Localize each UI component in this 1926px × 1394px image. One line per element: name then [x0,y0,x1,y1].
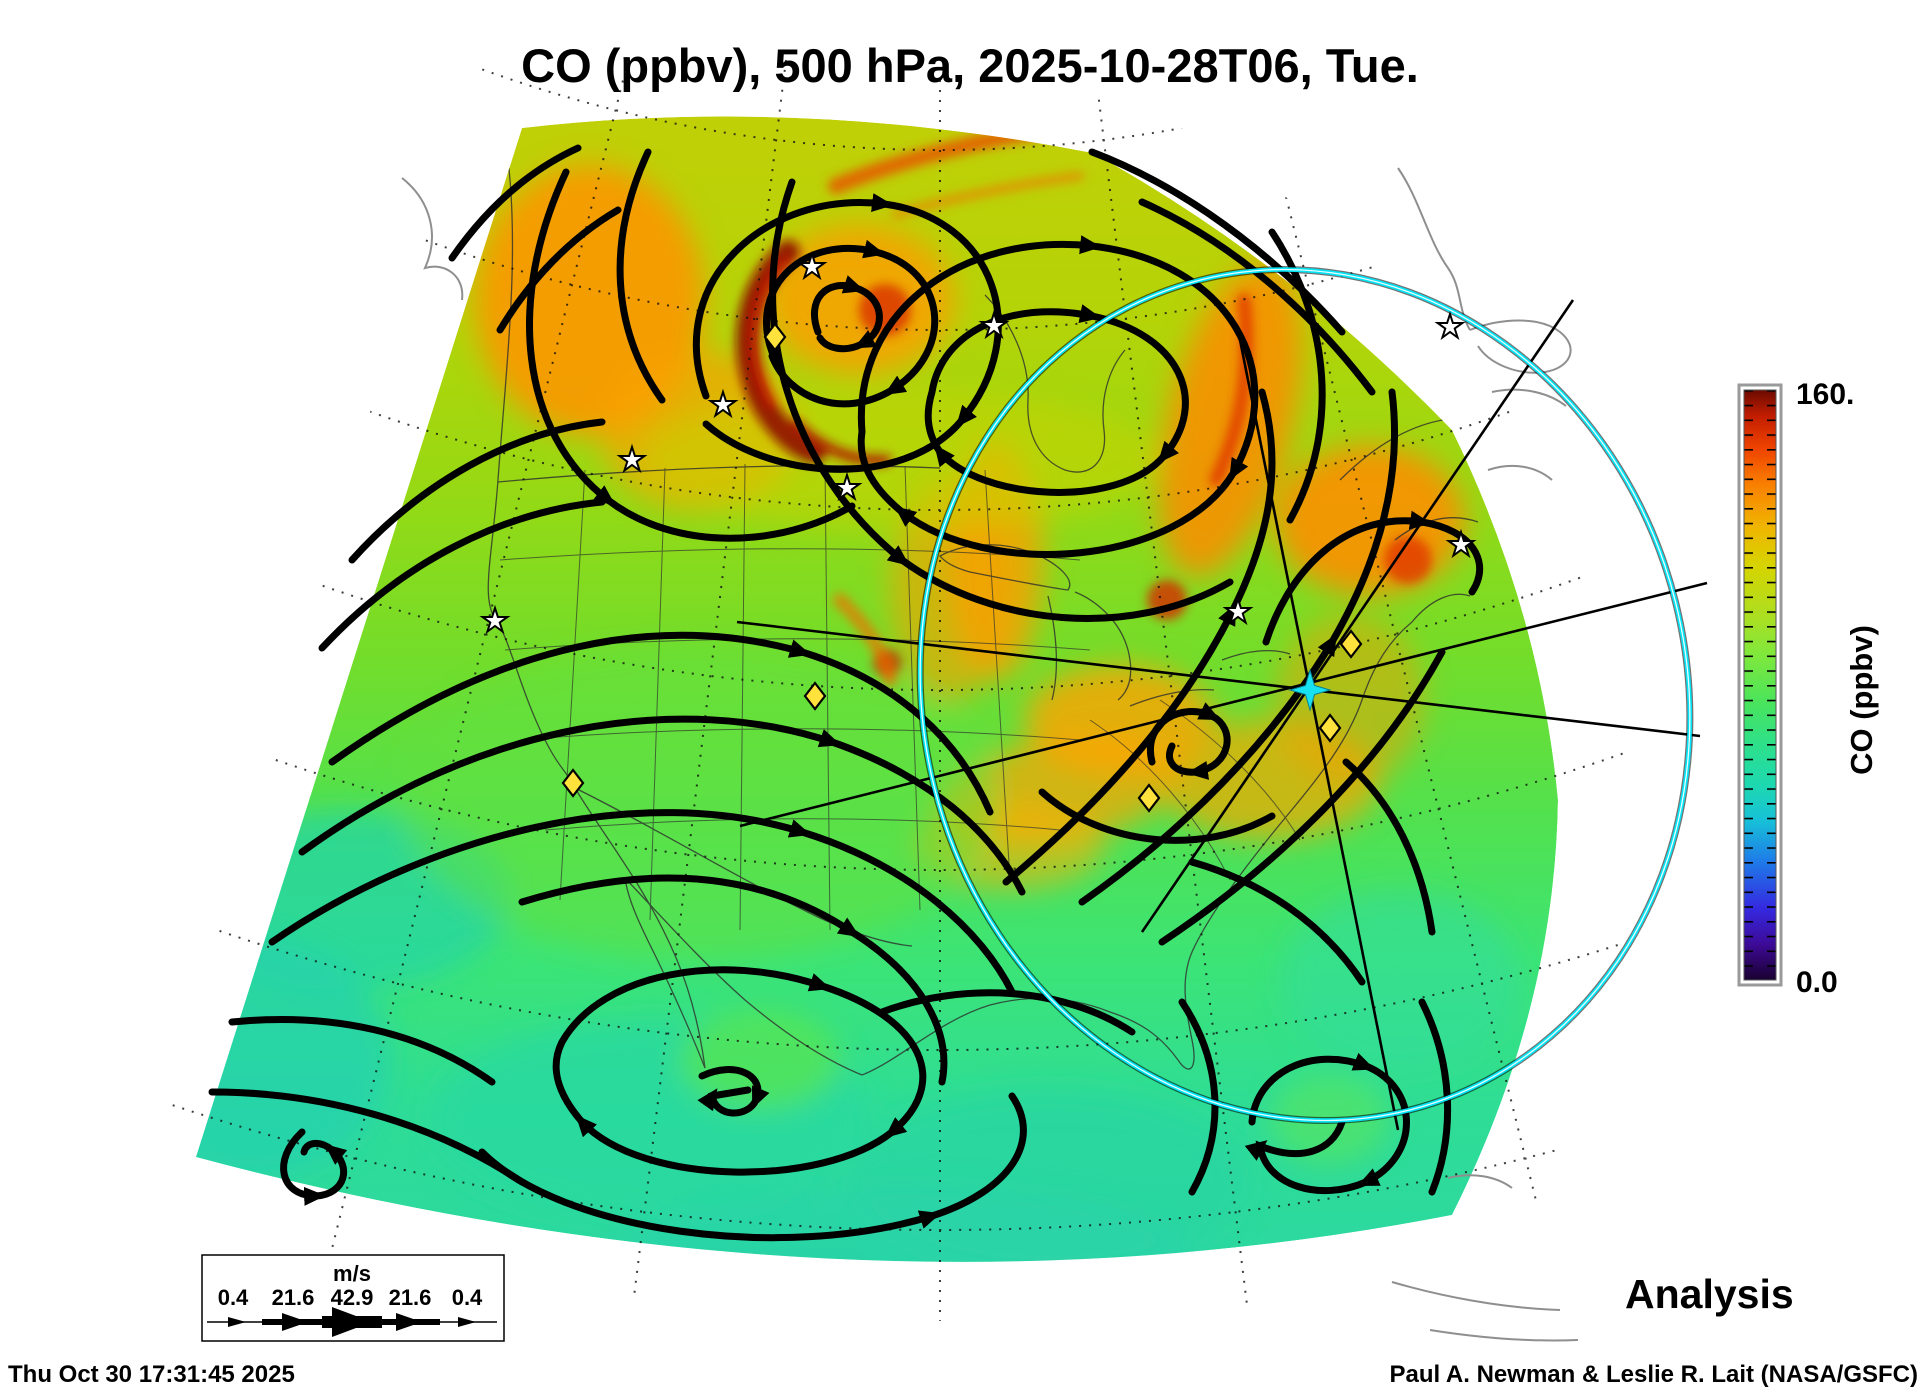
wind-streamlines [208,144,1484,1242]
wind-value-2: 42.9 [331,1285,374,1310]
range-ring [916,266,1694,1124]
wind-speed-legend: m/s 0.4 21.6 42.9 21.6 0.4 [201,1254,505,1342]
cross-section-lines [736,299,1708,1131]
wind-value-4: 0.4 [452,1285,483,1310]
analysis-mode-label: Analysis [1625,1271,1794,1317]
outside-coastlines [401,167,1579,1342]
footer-timestamp: Thu Oct 30 17:31:45 2025 [8,1361,295,1388]
wind-scale-arrow [207,1307,497,1337]
colorbar: 160. 0.0 CO (ppbv) [1737,378,1879,999]
wind-value-1: 21.6 [272,1285,315,1310]
coastlines-borders [487,159,1479,1076]
colorbar-max-label: 160. [1796,378,1854,411]
colorbar-axis-label: CO (ppbv) [1844,625,1879,775]
page-title: CO (ppbv), 500 hPa, 2025-10-28T06, Tue. [521,39,1419,92]
colorbar-min-label: 0.0 [1796,966,1838,999]
wind-value-0: 0.4 [218,1285,249,1310]
footer-credit: Paul A. Newman & Leslie R. Lait (NASA/GS… [1389,1361,1918,1388]
wind-units-label: m/s [333,1261,371,1286]
wind-value-3: 21.6 [389,1285,432,1310]
